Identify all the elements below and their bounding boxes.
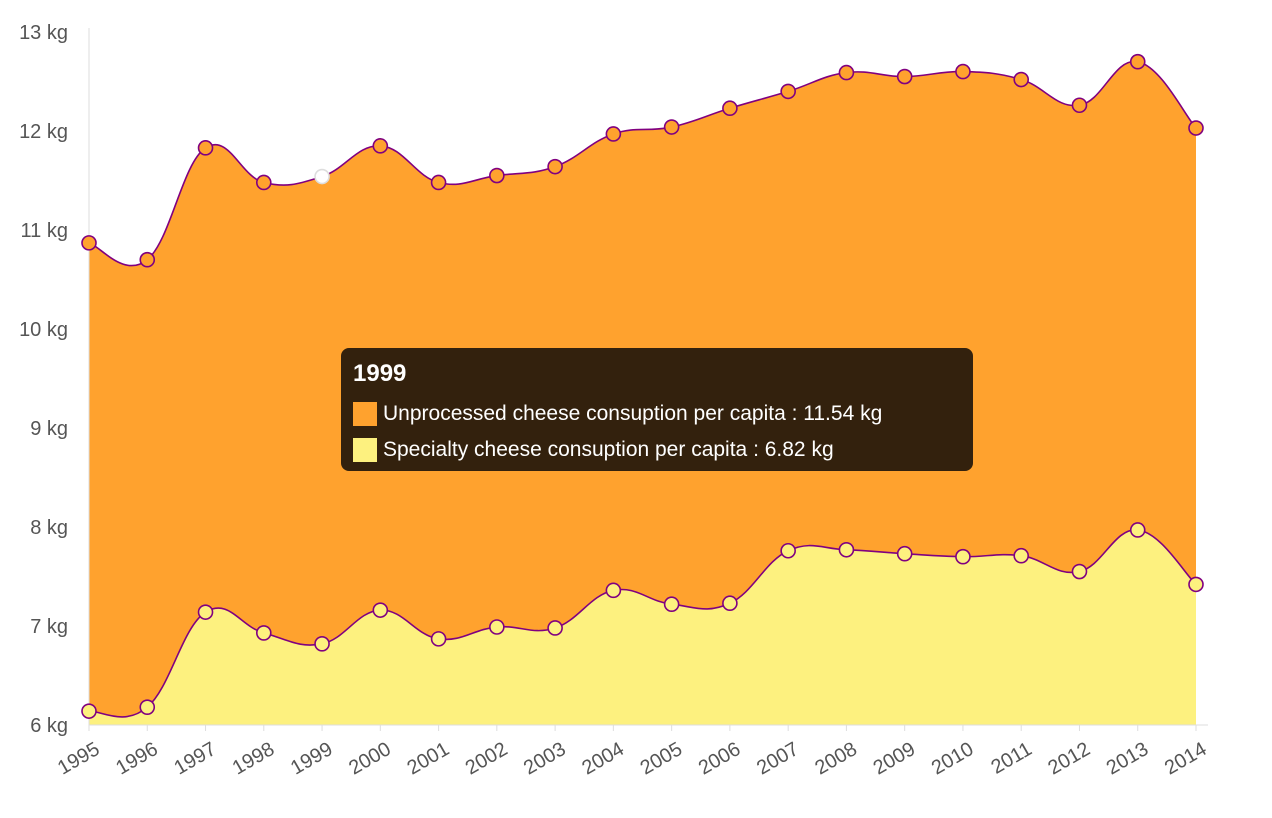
data-point-series-2: [722, 595, 738, 612]
x-tick-label: 2005: [637, 738, 687, 779]
data-points: [81, 53, 1204, 719]
x-tick-label: 2002: [462, 738, 512, 779]
data-point-series-2: [663, 596, 680, 613]
tooltip-row-specialty: Specialty cheese consuption per capita :…: [353, 432, 961, 468]
tooltip-title: 1999: [353, 360, 407, 387]
x-axis-labels: 1995 1996 1997 1998 1999 2000 2001 2002 2003 2004…: [54, 738, 1211, 779]
y-tick-label: 10 kg: [19, 319, 68, 341]
y-tick-label: 8 kg: [30, 517, 68, 539]
data-point-series-2: [547, 620, 563, 636]
data-point-series-2: [255, 625, 272, 641]
y-tick-label: 7 kg: [30, 616, 68, 638]
data-point-series-2: [780, 542, 796, 559]
data-point-series-1: [1188, 120, 1204, 136]
x-tick-label: 1995: [54, 738, 104, 779]
data-point-series-2: [1071, 563, 1088, 580]
data-point-series-1: [489, 167, 505, 184]
data-point-series-1: [197, 140, 214, 156]
y-tick-label: 11 kg: [21, 220, 68, 242]
x-tick-label: 2008: [811, 738, 861, 779]
tooltip-label-unprocessed: Unprocessed cheese consuption per capita…: [383, 402, 883, 425]
data-point-series-1: [1013, 71, 1030, 88]
x-tick-label: 1996: [112, 738, 162, 779]
data-point-series-2: [896, 545, 913, 562]
data-point-series-2: [489, 619, 505, 635]
data-point-series-1: [663, 119, 680, 135]
x-tick-label: 1999: [287, 738, 337, 779]
x-tick-label: 2001: [404, 738, 454, 779]
x-tick-label: 2006: [695, 738, 745, 779]
tooltip-row-unprocessed: Unprocessed cheese consuption per capita…: [353, 396, 961, 432]
x-tick-label: 1997: [170, 738, 220, 779]
data-point-series-1: [896, 68, 913, 85]
x-tick-label: 2003: [520, 738, 570, 779]
data-point-series-2: [1188, 576, 1204, 593]
data-point-series-1: [605, 126, 622, 142]
data-point-series-1: [430, 174, 447, 191]
data-point-series-1: [722, 100, 738, 117]
y-tick-label: 9 kg: [30, 418, 68, 440]
data-point-series-2: [605, 582, 622, 599]
data-point-series-1: [547, 158, 563, 175]
tooltip-label-specialty: Specialty cheese consuption per capita :…: [383, 438, 834, 461]
tooltip-swatch-specialty: [353, 438, 377, 462]
data-point-series-2: [81, 703, 97, 719]
data-point-series-1: [372, 138, 389, 154]
data-point-series-2: [372, 602, 389, 618]
x-tick-label: 2004: [578, 738, 628, 779]
data-point-series-1: [139, 251, 156, 268]
data-point-series-1: [81, 235, 97, 251]
data-point-series-1: [955, 63, 971, 80]
data-point-series-2: [838, 541, 855, 558]
tooltip: 1999 Unprocessed cheese consuption per c…: [341, 348, 973, 471]
data-point-series-2: [1129, 522, 1146, 538]
area-series-2: [89, 529, 1196, 725]
data-point-series-2: [430, 631, 447, 647]
data-point-series-2: [314, 636, 330, 652]
tooltip-swatch-unprocessed: [353, 402, 377, 426]
x-tick-label: 2009: [870, 738, 920, 779]
data-point-series-2: [1013, 547, 1030, 564]
y-axis-labels: 6 kg 7 kg 8 kg 9 kg 10 kg 11 kg 12 kg 13 kg: [19, 22, 68, 737]
data-point-series-1: [314, 168, 330, 185]
x-tick-label: 2000: [345, 738, 395, 779]
axes: [88, 28, 1208, 731]
data-point-series-1: [780, 83, 796, 100]
x-tick-label: 2013: [1103, 738, 1153, 779]
data-point-series-2: [139, 699, 156, 715]
data-point-series-1: [255, 174, 272, 191]
x-tick-label: 1998: [229, 738, 279, 779]
y-tick-label: 6 kg: [30, 715, 68, 737]
x-tick-label: 2014: [1161, 738, 1211, 779]
x-tick-label: 2011: [987, 738, 1035, 779]
x-tick-label: 2012: [1044, 738, 1094, 779]
x-tick-label: 2007: [753, 738, 803, 779]
x-tick-label: 2010: [928, 738, 978, 779]
data-point-series-1: [1129, 53, 1146, 70]
data-point-series-1: [838, 64, 855, 81]
y-tick-label: 12 kg: [19, 121, 68, 143]
data-point-series-2: [955, 548, 971, 565]
y-tick-label: 13 kg: [19, 22, 68, 44]
data-point-series-1: [1071, 97, 1088, 114]
data-point-series-2: [197, 604, 214, 620]
